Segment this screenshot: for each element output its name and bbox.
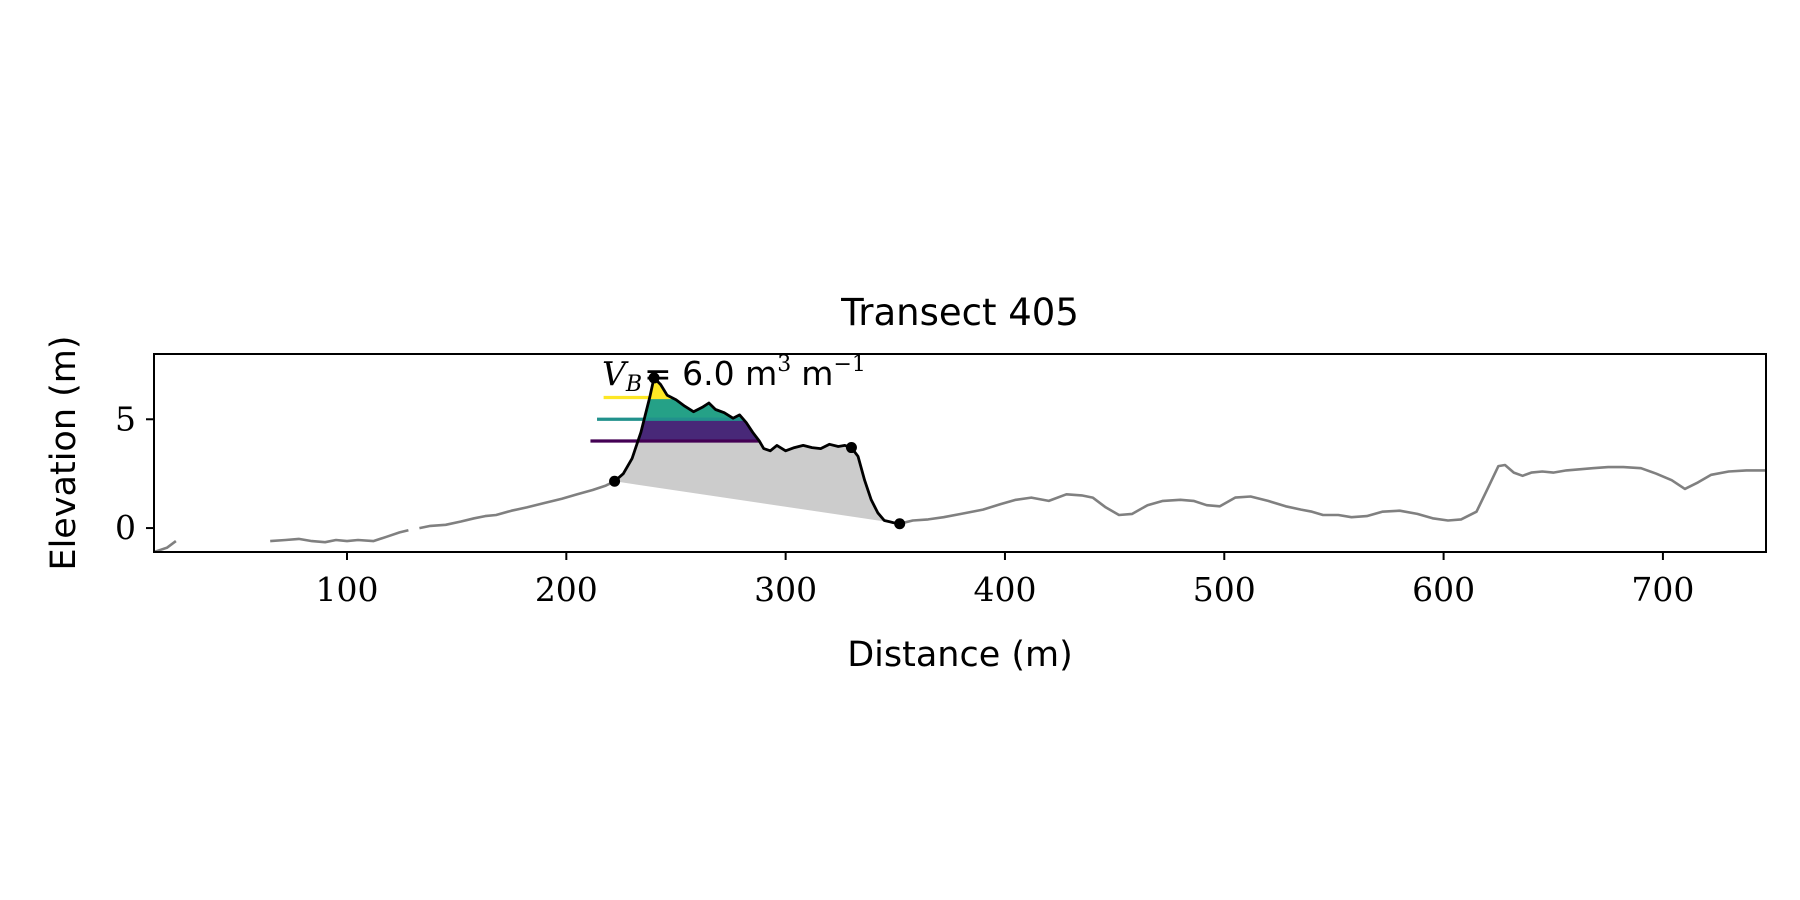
band-fill-lower bbox=[614, 419, 900, 441]
y-tick-label: 0 bbox=[115, 508, 136, 547]
band-fill-middle bbox=[614, 397, 900, 420]
dune-marker-4 bbox=[894, 518, 906, 530]
x-tick-label: 200 bbox=[535, 570, 598, 609]
x-tick-label: 600 bbox=[1412, 570, 1475, 609]
plot-area bbox=[154, 372, 1766, 552]
profile-line-1 bbox=[154, 540, 177, 552]
profile-line-3 bbox=[419, 480, 616, 530]
profile-line-2 bbox=[270, 528, 409, 544]
x-tick-label: 400 bbox=[973, 570, 1036, 609]
volume-annotation: VB= 6.0 m3 m−1 bbox=[602, 352, 866, 397]
x-tick-label: 300 bbox=[754, 570, 817, 609]
dune-marker-3 bbox=[845, 442, 857, 454]
y-axis-label: Elevation (m) bbox=[44, 335, 84, 570]
x-tick-label: 500 bbox=[1193, 570, 1256, 609]
plot-frame bbox=[153, 353, 1767, 553]
dune-marker-2 bbox=[648, 372, 660, 384]
dune-marker-1 bbox=[609, 475, 621, 487]
x-axis-label: Distance (m) bbox=[847, 635, 1073, 675]
profile-line-4 bbox=[899, 463, 1766, 525]
x-tick-label: 100 bbox=[316, 570, 379, 609]
y-tick-label: 5 bbox=[115, 399, 136, 438]
chart-title: Transect 405 bbox=[840, 291, 1079, 334]
x-tick-label: 700 bbox=[1631, 570, 1694, 609]
